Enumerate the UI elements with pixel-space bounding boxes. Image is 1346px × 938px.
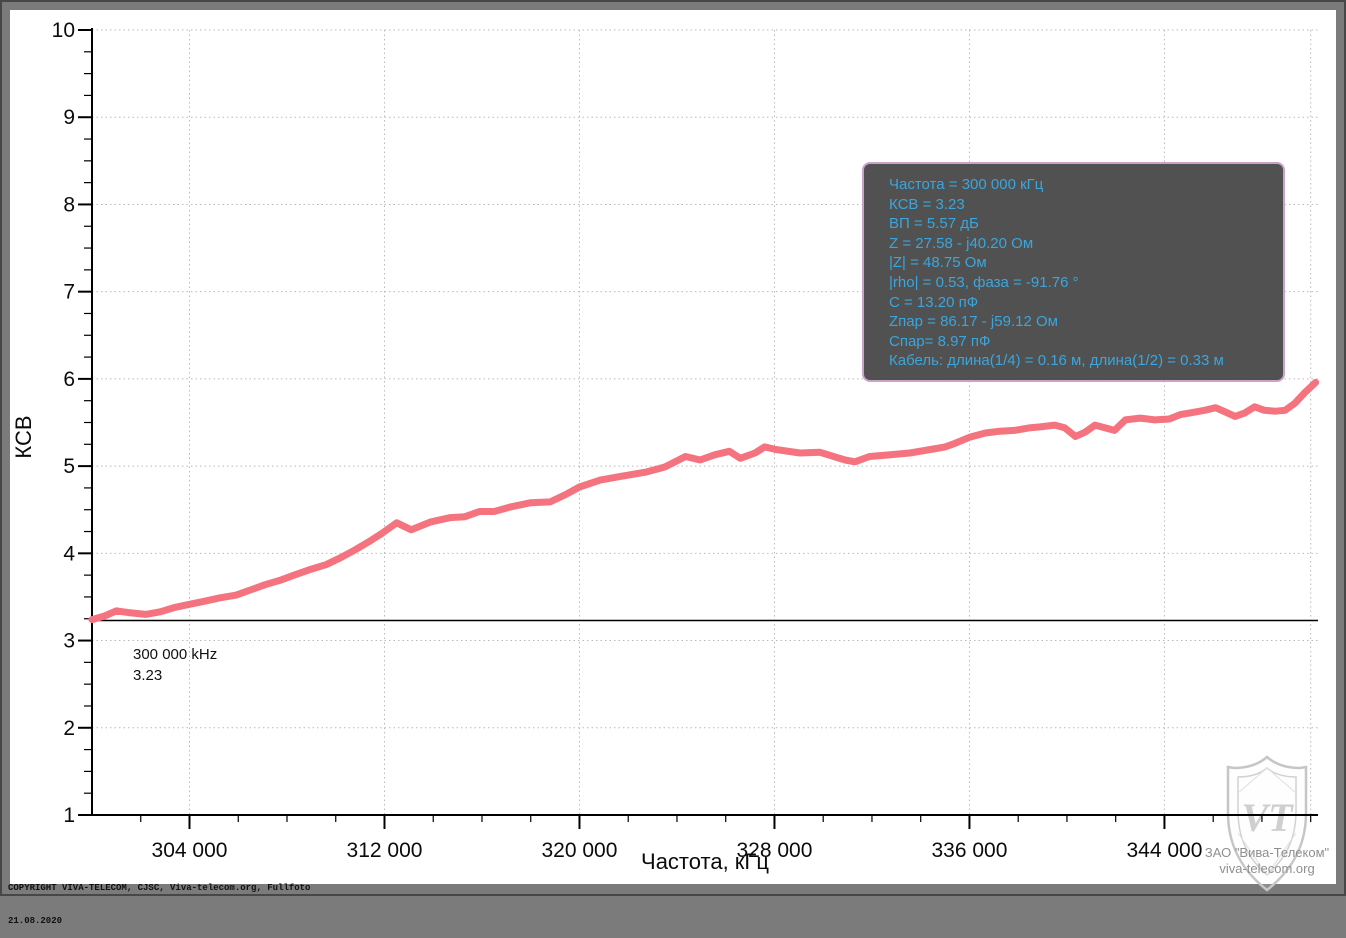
watermark-company: ЗАО "Вива-Телеком" <box>1204 845 1330 860</box>
copyright-text: COPYRIGHT VIVA-TELECOM, CJSC, Viva-telec… <box>8 861 310 938</box>
svg-text:344 000: 344 000 <box>1126 839 1202 862</box>
svg-text:9: 9 <box>63 106 75 129</box>
vswr-chart[interactable]: 1 2 3 4 5 6 7 8 9 10 304 000 312 000 320 000 328 000 3… <box>0 0 1346 896</box>
tooltip-line-capacitance: C = 13.20 пФ <box>889 293 979 311</box>
tooltip-line-rho-phase: |rho| = 0.53, фаза = -91.76 ° <box>889 273 1079 291</box>
watermark-label: ЗАО "Вива-Телеком" viva-telecom.org <box>1190 845 1344 877</box>
svg-text:7: 7 <box>63 281 75 304</box>
watermark-shield-icon: VT <box>1226 755 1308 892</box>
svg-text:304 000: 304 000 <box>152 839 228 862</box>
svg-text:8: 8 <box>63 193 75 216</box>
marker-annotation: 300 000 kHz 3.23 <box>133 644 217 686</box>
tooltip-line-impedance: Z = 27.58 - j40.20 Ом <box>889 234 1034 252</box>
tooltip-line-parallel-capacitance: Спар= 8.97 пФ <box>889 332 991 350</box>
svg-text:328 000: 328 000 <box>737 839 813 862</box>
cursor-tooltip: Частота = 300 000 кГц КСВ = 3.23 ВП = 5.… <box>862 162 1285 382</box>
tooltip-line-parallel-impedance: Zпар = 86.17 - j59.12 Ом <box>889 313 1058 331</box>
tooltip-line-cable-length: Кабель: длина(1/4) = 0.16 м, длина(1/2) … <box>889 352 1224 370</box>
marker-frequency: 300 000 kHz <box>133 646 218 663</box>
copyright-date: 21.08.2020 <box>8 916 63 926</box>
x-axis-label: Частота, кГц <box>641 849 769 874</box>
svg-text:336 000: 336 000 <box>931 839 1007 862</box>
svg-text:4: 4 <box>63 542 75 565</box>
vswr-curve <box>88 378 1320 624</box>
svg-text:320 000: 320 000 <box>542 839 618 862</box>
tooltip-line-vswr: КСВ = 3.23 <box>889 195 965 213</box>
copyright-line: COPYRIGHT VIVA-TELECOM, CJSC, Viva-telec… <box>8 883 311 893</box>
y-axis-label: КСВ <box>11 415 36 458</box>
watermark-site: viva-telecom.org <box>1219 861 1315 876</box>
svg-text:1: 1 <box>63 804 75 827</box>
svg-text:VT: VT <box>1241 795 1294 840</box>
tooltip-line-impedance-magnitude: |Z| = 48.75 Ом <box>889 254 987 272</box>
svg-text:5: 5 <box>63 455 75 478</box>
svg-text:3: 3 <box>63 630 75 653</box>
tooltip-line-return-loss: ВП = 5.57 дБ <box>889 215 979 233</box>
marker-value: 3.23 <box>133 667 163 684</box>
svg-text:10: 10 <box>52 19 75 42</box>
tooltip-line-frequency: Частота = 300 000 кГц <box>889 176 1044 193</box>
svg-text:312 000: 312 000 <box>347 839 423 862</box>
svg-text:2: 2 <box>63 717 75 740</box>
plot-panel <box>10 10 1336 884</box>
svg-text:6: 6 <box>63 368 75 391</box>
